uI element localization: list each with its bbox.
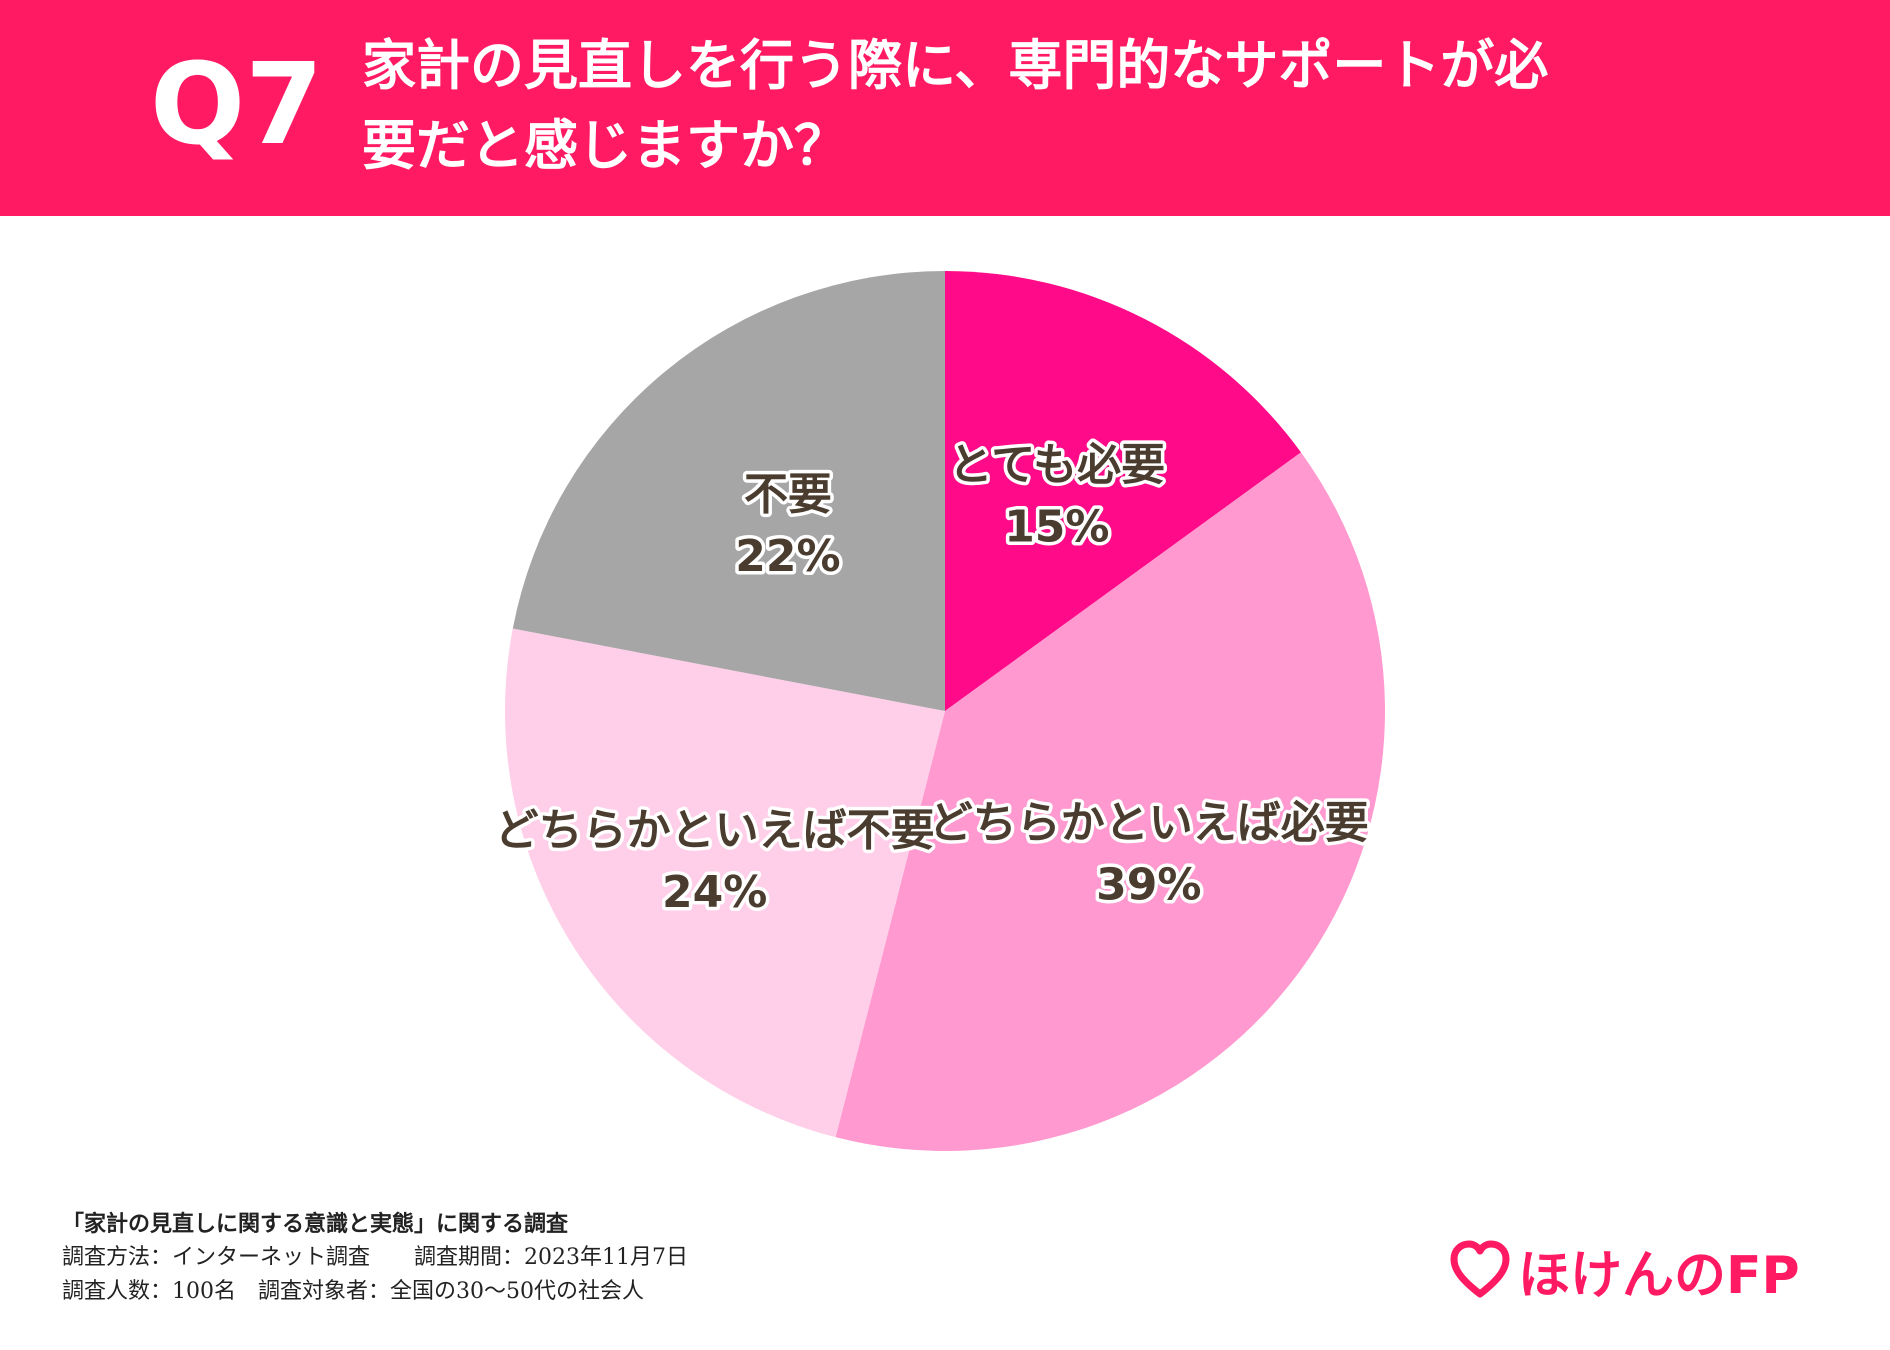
pie-slice-label-3: どちらかといえば不要 xyxy=(495,805,935,856)
pie-slice-value-3: 24% xyxy=(662,867,767,918)
question-title-line-2: 要だと感じますか？ xyxy=(362,114,848,177)
brand-logo: ほけんのFP xyxy=(1448,1235,1800,1306)
heart-icon xyxy=(1450,1240,1510,1298)
pie-slice-value-1: 15% xyxy=(1004,501,1109,552)
survey-footer: 「家計の見直しに関する意識と実態」に関する調査 調査方法：インターネット調査 調… xyxy=(62,1207,688,1309)
pie-slice-label-4: 不要 xyxy=(744,469,832,520)
survey-sample-target: 調査人数：100名 調査対象者：全国の30〜50代の社会人 xyxy=(62,1279,644,1304)
pie-slice-value-2: 39% xyxy=(1096,859,1201,910)
pie-slice-label-1: とても必要 xyxy=(949,439,1165,490)
survey-title: 「家計の見直しに関する意識と実態」に関する調査 xyxy=(62,1211,569,1237)
survey-method-period: 調査方法：インターネット調査 調査期間：2023年11月7日 xyxy=(62,1245,688,1270)
pie-slice-3 xyxy=(505,628,945,1138)
pie-slice-4 xyxy=(512,271,945,711)
question-number: Q7 xyxy=(150,40,324,170)
pie-slice-1 xyxy=(945,271,1301,711)
pie-slice-label-2: どちらかといえば必要 xyxy=(929,797,1369,848)
pie-chart: とても必要 15% どちらかといえば必要 39% どちらかといえば不要 24% 不要 22% xyxy=(491,271,1385,1151)
header-banner: Q7 家計の見直しを行う際に、専門的なサポートが必 要だと感じますか？ xyxy=(0,0,1890,216)
question-title: 家計の見直しを行う際に、専門的なサポートが必 要だと感じますか？ xyxy=(362,26,1782,186)
pie-slice-value-4: 22% xyxy=(735,531,840,582)
question-title-line-1: 家計の見直しを行う際に、専門的なサポートが必 xyxy=(362,34,1549,97)
logo-text: ほけんのFP xyxy=(1518,1245,1800,1306)
pie-labels: とても必要 15% どちらかといえば必要 39% どちらかといえば不要 24% 不要 22% xyxy=(491,436,1372,922)
pie-slices xyxy=(505,271,1385,1151)
pie-slice-2 xyxy=(835,452,1385,1151)
